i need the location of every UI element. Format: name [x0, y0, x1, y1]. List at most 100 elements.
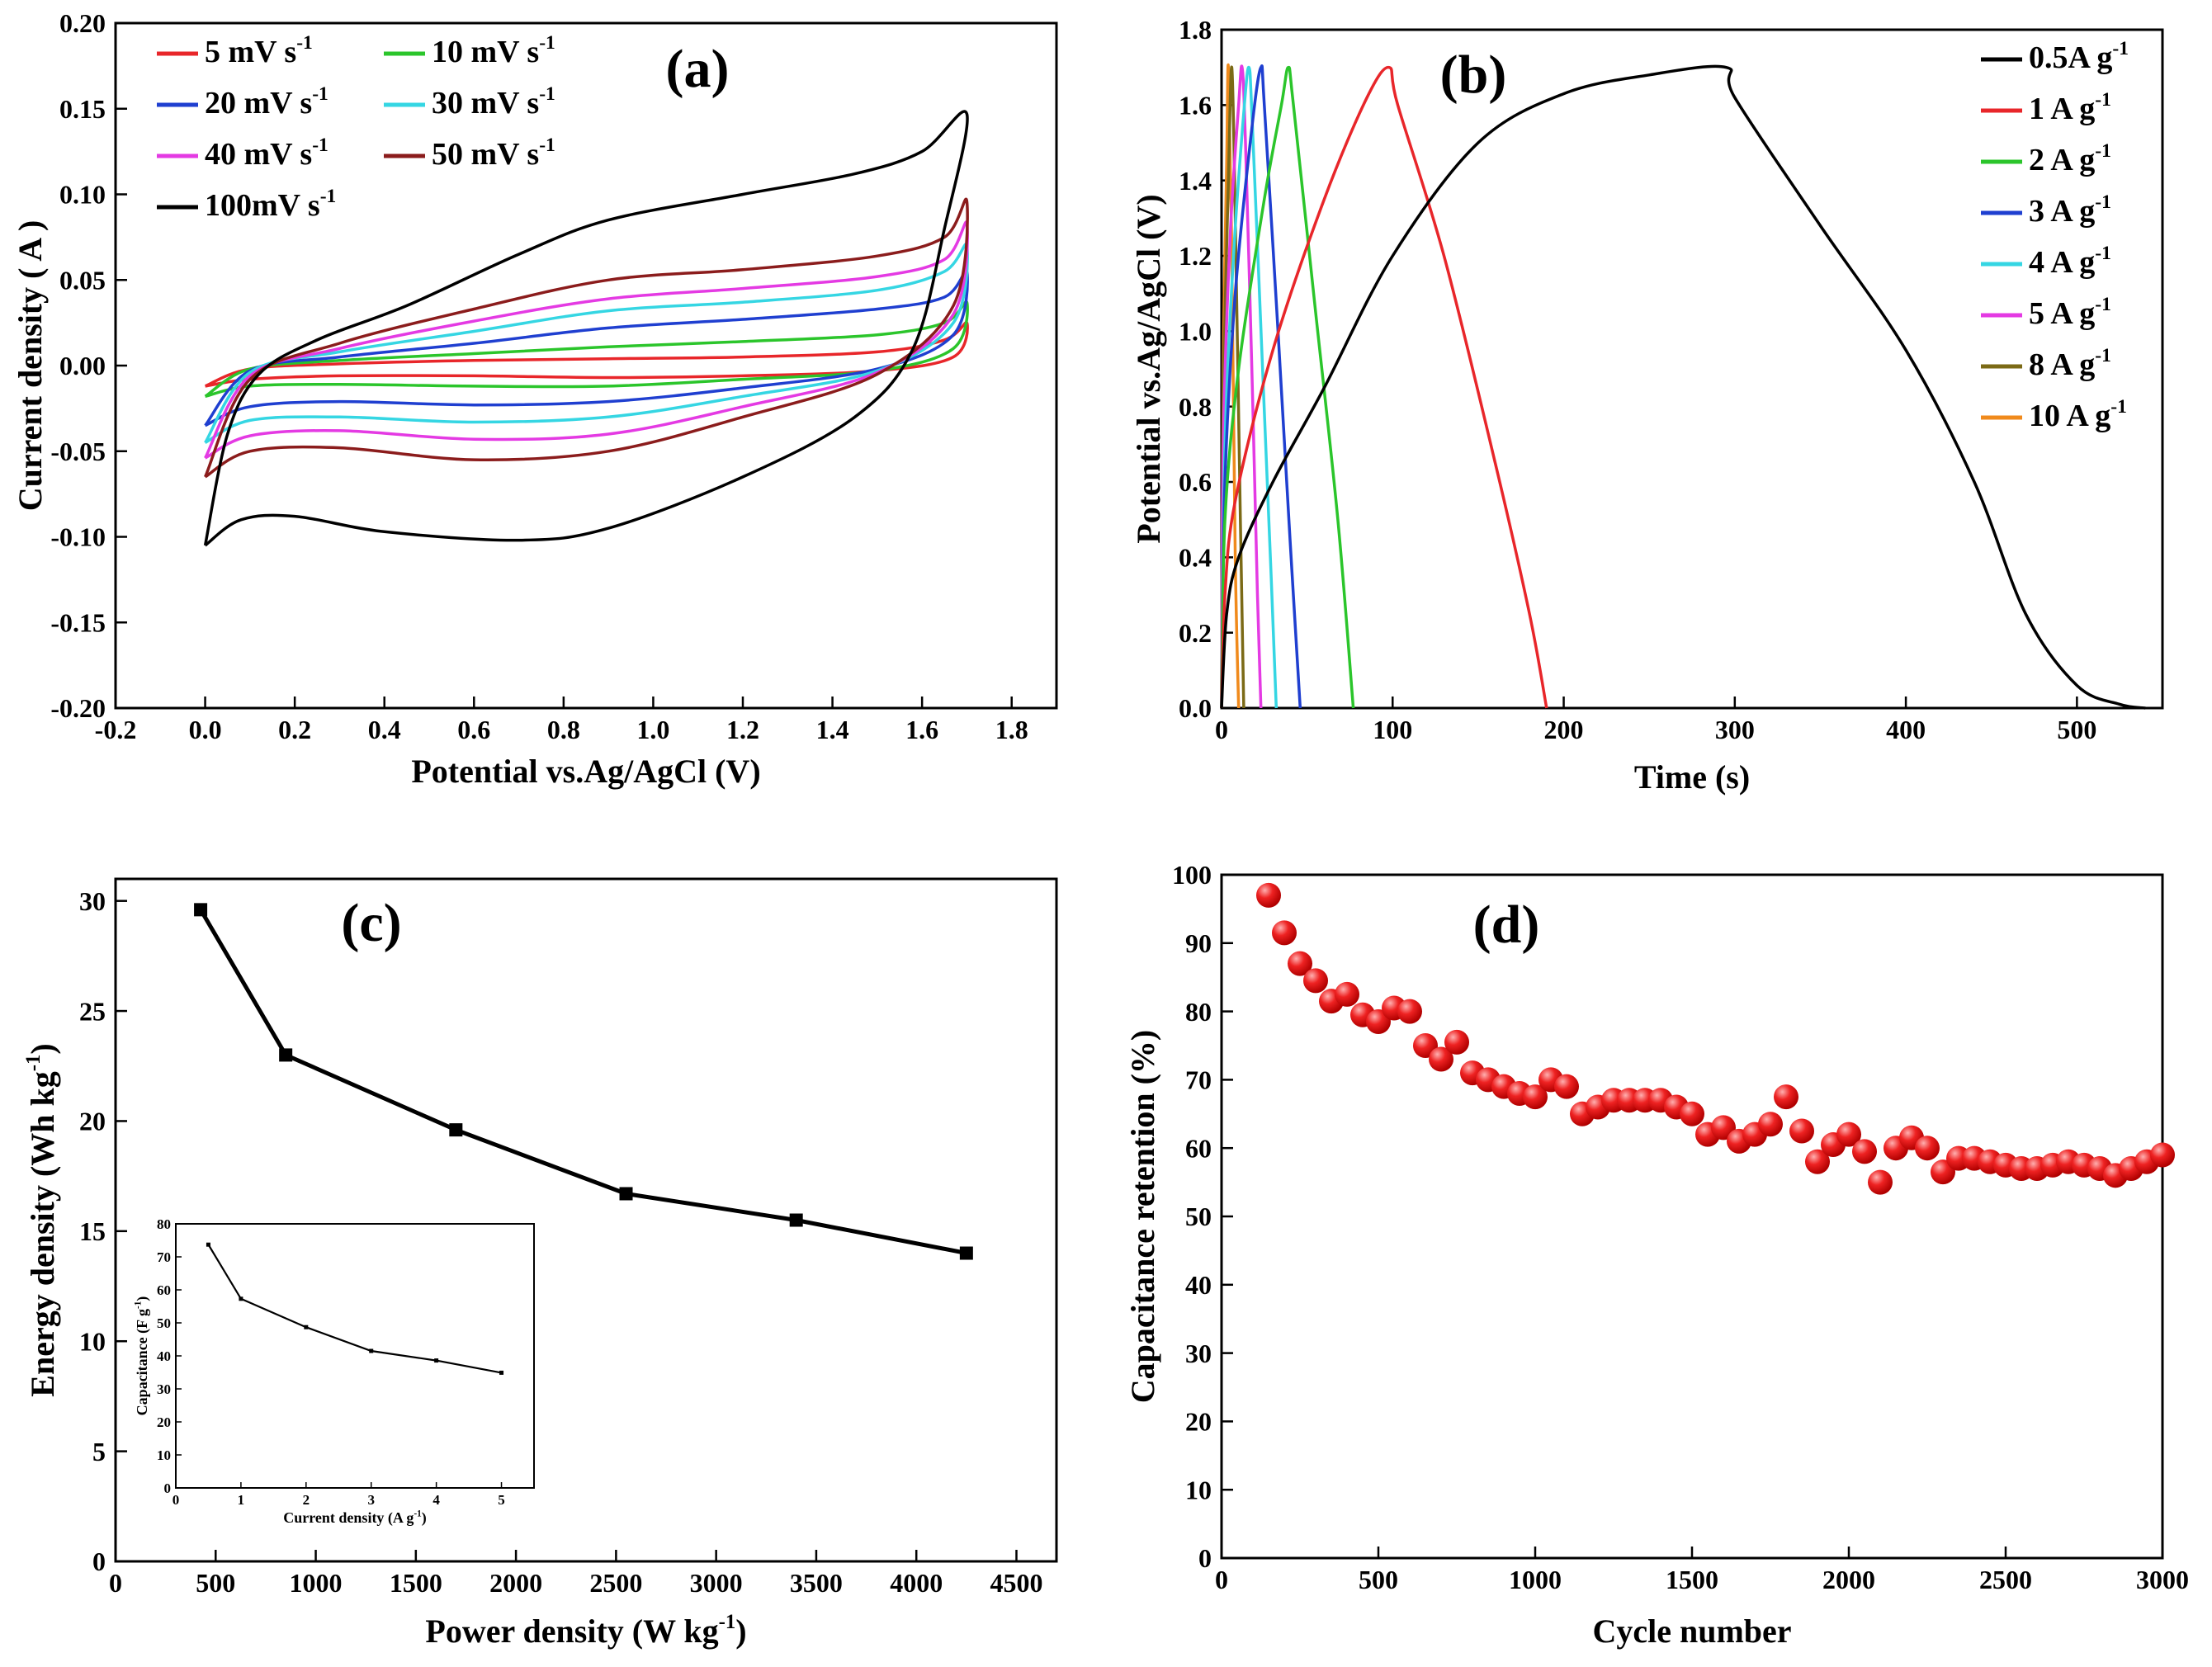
legend-label-b-main: 4 A g: [2029, 245, 2095, 280]
panel-b-ytick-label: 1.6: [1179, 91, 1212, 120]
panel-a-ytick-label: -0.05: [50, 437, 106, 466]
y-axis-title-c-sup: -1: [22, 1055, 45, 1072]
gcd-curve-7: [1220, 64, 2146, 710]
retention-point-17: [1523, 1084, 1548, 1110]
legend-label-b-sup: -1: [2095, 89, 2111, 111]
y-axis-title-c-main: Energy density (Wh kg: [24, 1071, 61, 1397]
x-axis-title-a: Potential vs.Ag/AgCl (V): [411, 753, 760, 790]
capacitance-point-1: [239, 1296, 243, 1301]
panel-d-frame: [1220, 873, 2164, 1560]
energy-density-point-2: [449, 1123, 463, 1137]
inset-ytick-label: 0: [164, 1480, 172, 1496]
legend-label-b-sup: -1: [2095, 294, 2111, 315]
inset-y-title-tail: ): [134, 1296, 151, 1301]
panel-d-ytick-label: 10: [1185, 1475, 1212, 1504]
legend-label-a-main: 5 mV s: [205, 35, 296, 69]
inset-xtick-label: 3: [367, 1492, 375, 1508]
panel-d-ytick-label: 0: [1198, 1543, 1212, 1573]
panel-a-ytick-label: 0.15: [59, 94, 106, 124]
capacitance-point-5: [499, 1370, 504, 1375]
retention-point-27: [1680, 1101, 1704, 1126]
panel-c-ytick-label: 10: [79, 1326, 106, 1356]
panel-c-ytick-label: 5: [92, 1437, 106, 1466]
retention-point-37: [1836, 1122, 1861, 1147]
panel-a-ytick-label: 0.10: [59, 180, 106, 210]
panel-d-xtick-label: 2500: [1979, 1565, 2032, 1594]
inset-x-title-sup: -1: [414, 1509, 421, 1518]
x-axis-title-c: Power density (W kg-1): [425, 1611, 746, 1650]
panel-b-ytick-label: 1.0: [1179, 317, 1212, 347]
legend-label-a-sup: -1: [296, 32, 313, 54]
panel-b-ytick-label: 0.2: [1179, 618, 1212, 648]
panel-d-label: (d): [1473, 895, 1540, 955]
retention-point-35: [1805, 1149, 1830, 1174]
panel-b: 0 100 200 300 400 500 0.0 0.2 0.4 0.6 0.8 1.0 1.2 1.4…: [1130, 15, 2164, 796]
legend-label-a-main: 100mV s: [205, 188, 320, 223]
retention-point-1: [1272, 920, 1297, 946]
energy-density-point-5: [959, 1246, 973, 1260]
panel-d-ytick-label: 90: [1185, 928, 1212, 958]
panel-d-ytick-label: 100: [1172, 860, 1212, 890]
panel-d-ytick-label: 20: [1185, 1407, 1212, 1437]
legend-label-a-sup: -1: [320, 186, 337, 207]
legend-label-b-main: 5 A g: [2029, 296, 2095, 331]
panel-c-ytick-label: 20: [79, 1107, 106, 1136]
panel-b-ytick-label: 0.4: [1179, 543, 1212, 573]
legend-label-a-main: 50 mV s: [432, 137, 539, 172]
panel-c-xtick-label: 3000: [690, 1568, 743, 1598]
panel-c-ytick-label: 25: [79, 996, 106, 1026]
inset-x-title: Current density (A g-1): [283, 1509, 426, 1527]
gcd-curve-5: [1220, 65, 1355, 709]
panel-a-xtick-label: 0.6: [457, 715, 490, 744]
panel-b-ytick-label: 1.2: [1179, 241, 1212, 271]
legend-label-a-sup: -1: [312, 135, 328, 156]
inset-xtick-label: 2: [303, 1492, 310, 1508]
retention-point-19: [1554, 1074, 1579, 1099]
x-axis-title-b: Time (s): [1634, 758, 1750, 796]
legend-label-a: 30 mV s-1: [432, 83, 555, 120]
panel-d-xtick-label: 2000: [1822, 1565, 1875, 1594]
legend-label-b: 4 A g-1: [2029, 243, 2111, 280]
retention-point-9: [1397, 999, 1422, 1024]
panel-a-xtick-label: -0.2: [95, 715, 137, 744]
panel-a-ytick-label: -0.15: [50, 607, 106, 637]
cv-curve-3: [204, 243, 969, 444]
legend-label-b: 1 A g-1: [2029, 89, 2111, 126]
gcd-curve-3: [1220, 65, 1279, 709]
legend-label-a-main: 40 mV s: [205, 137, 312, 172]
y-axis-title-b: Potential vs.Ag/AgCl (V): [1130, 194, 1167, 543]
panel-b-xtick-label: 100: [1373, 715, 1412, 744]
legend-label-a: 10 mV s-1: [432, 32, 555, 69]
legend-label-b-sup: -1: [2095, 345, 2111, 366]
inset-ytick-label: 60: [157, 1282, 171, 1298]
capacitance-point-4: [434, 1358, 439, 1363]
legend-label-b: 5 A g-1: [2029, 294, 2111, 331]
legend-label-a: 100mV s-1: [205, 186, 336, 223]
panel-c-xtick-label: 2500: [589, 1568, 642, 1598]
inset-ytick-label: 50: [157, 1315, 171, 1331]
panel-d-ytick-label: 30: [1185, 1339, 1212, 1368]
panel-b-frame: [1220, 28, 2164, 710]
retention-point-38: [1852, 1139, 1877, 1164]
legend-label-b: 3 A g-1: [2029, 191, 2111, 229]
panel-c-xtick-label: 4000: [890, 1568, 943, 1598]
panel-c-xtick-label: 1500: [390, 1568, 442, 1598]
panel-b-ytick-label: 0.6: [1179, 467, 1212, 497]
panel-d: 0 500 1000 1500 2000 2500 3000 0 10 20 30 40 50 60 70 8…: [1124, 860, 2189, 1650]
panel-b-label: (b): [1440, 45, 1507, 105]
capacitance-line: [207, 1244, 502, 1374]
panel-a-xtick-label: 0.4: [368, 715, 401, 744]
y-axis-title-d: Capacitance retention (%): [1124, 1030, 1161, 1404]
legend-label-b-sup: -1: [2095, 243, 2111, 264]
gcd-curve-4: [1220, 64, 1302, 709]
panel-a-ytick-label: 0.00: [59, 351, 106, 380]
legend-label-b: 2 A g-1: [2029, 140, 2111, 177]
legend-label-a: 20 mV s-1: [205, 83, 328, 120]
x-axis-title-d: Cycle number: [1592, 1613, 1791, 1650]
capacitance-point-2: [304, 1325, 309, 1329]
legend-label-b-main: 3 A g: [2029, 194, 2095, 229]
inset-y-title-main: Capacitance (F g: [134, 1309, 151, 1415]
panel-d-ytick-label: 50: [1185, 1202, 1212, 1231]
panel-a-label: (a): [666, 39, 730, 99]
legend-label-b-sup: -1: [2112, 38, 2129, 59]
